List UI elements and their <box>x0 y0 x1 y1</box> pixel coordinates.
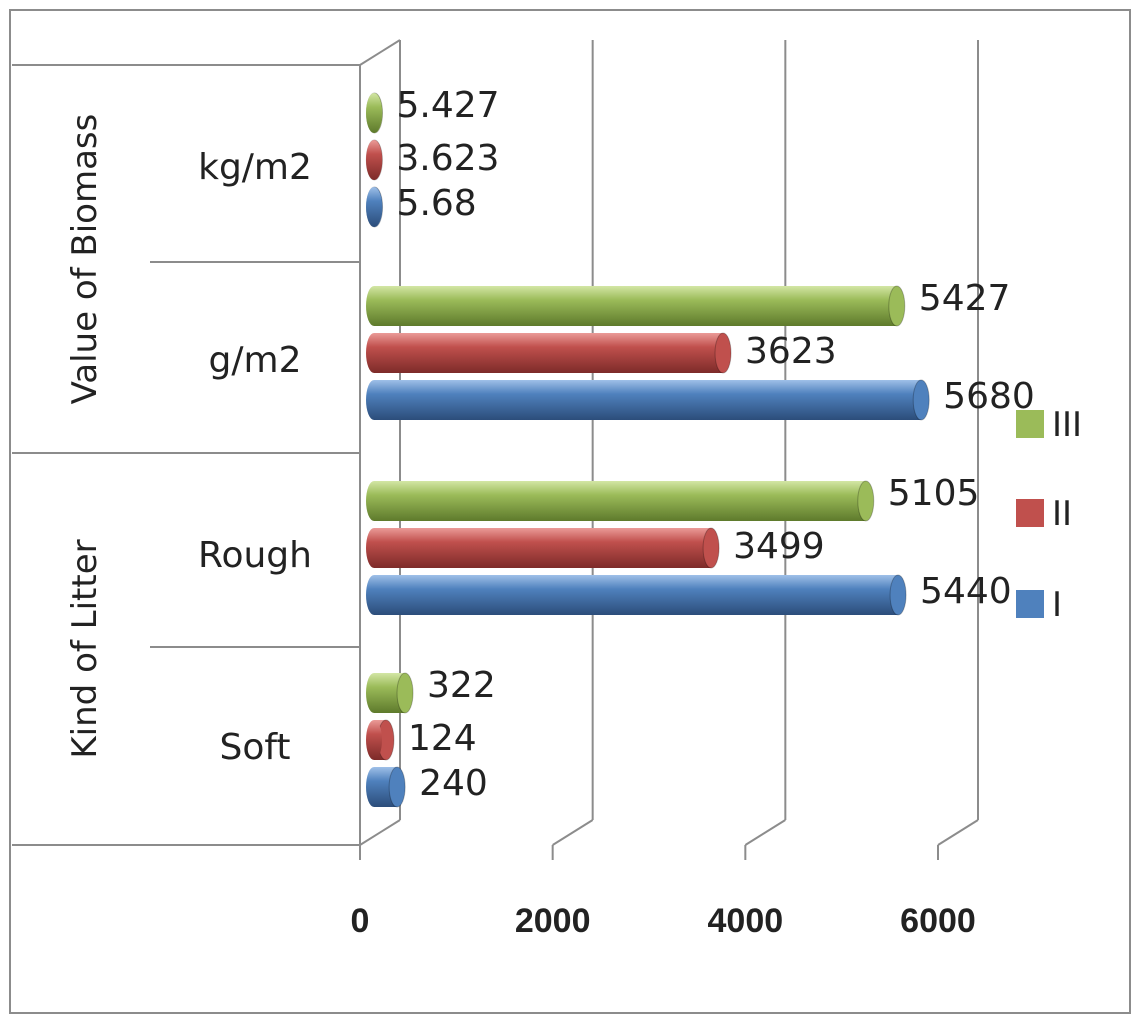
floor-line <box>937 819 979 846</box>
x-tick-label: 4000 <box>708 902 784 940</box>
bar-II-Soft <box>366 719 395 761</box>
bar-body <box>374 528 712 568</box>
data-label: 3.623 <box>396 138 499 179</box>
gridlines <box>552 40 979 846</box>
bar-base <box>366 673 382 713</box>
category-labels: Soft Rough g/m2 kg/m2 <box>198 147 312 768</box>
category-label: Soft <box>219 727 290 768</box>
bar-base <box>366 286 382 326</box>
bar-cap <box>888 285 906 327</box>
data-label: 322 <box>427 665 496 706</box>
data-label: 5.68 <box>397 183 477 224</box>
bar-III-Soft <box>366 672 414 714</box>
bar-cap <box>396 672 414 714</box>
data-label: 3623 <box>745 331 837 372</box>
bar-cap <box>388 766 406 808</box>
bar-base <box>366 720 382 760</box>
category-label: kg/m2 <box>198 147 312 188</box>
data-label: 124 <box>408 718 477 759</box>
bars <box>365 92 930 808</box>
floor-line <box>744 819 786 846</box>
data-labels: 240544056805.68124349936233.623322510554… <box>396 85 1034 804</box>
legend-label: II <box>1052 494 1072 534</box>
legend-label: III <box>1052 405 1082 445</box>
bar-III-g/m2 <box>366 285 906 327</box>
bar-III-kg/m2 <box>366 92 384 134</box>
bar-body <box>374 481 866 521</box>
x-tick-label: 2000 <box>515 902 591 940</box>
data-label: 240 <box>419 763 488 804</box>
bar-base <box>366 187 382 227</box>
group-label: Value of Biomass <box>65 114 105 405</box>
bar-cap <box>912 379 930 421</box>
bar-I-Rough <box>366 574 907 616</box>
bar-I-kg/m2 <box>366 186 384 228</box>
bar-I-g/m2 <box>366 379 930 421</box>
axis-frame <box>12 39 401 846</box>
bar-base <box>366 380 382 420</box>
chart-frame <box>9 9 1131 1014</box>
bar-body <box>374 286 897 326</box>
bar-cap <box>702 527 720 569</box>
category-label: g/m2 <box>209 340 302 381</box>
bar-body <box>374 575 899 615</box>
bar-II-g/m2 <box>366 332 732 374</box>
bar-base <box>366 767 382 807</box>
bar-base <box>366 528 382 568</box>
data-label: 5427 <box>919 278 1011 319</box>
legend-swatch <box>1016 499 1044 527</box>
x-tick-label: 6000 <box>900 902 976 940</box>
bar-body <box>374 333 724 373</box>
category-label: Rough <box>198 535 312 576</box>
bar-cap <box>889 574 907 616</box>
bar-II-Rough <box>366 527 720 569</box>
bar-base <box>366 93 382 133</box>
legend-swatch <box>1016 410 1044 438</box>
legend-label: I <box>1052 585 1062 625</box>
data-label: 5440 <box>920 571 1012 612</box>
data-label: 5.427 <box>397 85 500 126</box>
bar-base <box>366 140 382 180</box>
group-label: Kind of Litter <box>65 539 105 758</box>
group-labels: Kind of Litter Value of Biomass <box>65 114 105 759</box>
bar-cap <box>714 332 732 374</box>
bar-I-Soft <box>366 766 406 808</box>
floor-line <box>552 819 594 846</box>
bar-base <box>366 575 382 615</box>
data-label: 3499 <box>733 526 825 567</box>
bar-cap <box>857 480 875 522</box>
x-axis-ticks: 0 2000 4000 6000 <box>351 845 976 940</box>
bar-III-Rough <box>366 480 875 522</box>
bar-base <box>366 333 382 373</box>
bar-II-kg/m2 <box>365 139 383 181</box>
legend-swatch <box>1016 590 1044 618</box>
data-label: 5105 <box>888 473 980 514</box>
bar-body <box>374 380 922 420</box>
x-tick-label: 0 <box>351 902 370 940</box>
bar-base <box>366 481 382 521</box>
